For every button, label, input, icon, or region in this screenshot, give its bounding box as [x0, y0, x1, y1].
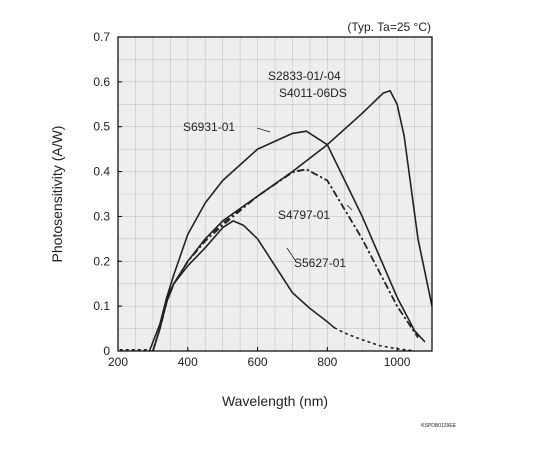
grid: [118, 37, 432, 351]
series-label-s6931-01: S6931-01: [183, 120, 235, 134]
plot-frame: [117, 36, 433, 352]
series-label-s5627-01: S5627-01: [294, 256, 346, 270]
y-tick-label: 0.7: [93, 30, 110, 44]
series-line-s4011-06ds: [152, 168, 419, 352]
x-tick-labels: 200 400 600 800 1000: [108, 347, 411, 369]
y-tick-label: 0.5: [93, 120, 110, 134]
y-tick-label: 0.6: [93, 75, 110, 89]
series-group: [119, 90, 433, 352]
y-tick-label: 0.2: [93, 254, 110, 268]
y-tick-label: 0.1: [93, 299, 110, 313]
x-axis-label: Wavelength (nm): [222, 393, 328, 409]
x-tick-label: 200: [108, 355, 128, 369]
condition-note: (Typ. Ta=25 °C): [347, 20, 431, 34]
x-tick-label: 600: [248, 355, 268, 369]
x-tick-label: 400: [178, 355, 198, 369]
figure-code: KSPDB0129EE: [421, 423, 456, 429]
y-axis-label: Photosensitivity (A/W): [49, 126, 65, 263]
y-tick-label: 0: [103, 344, 110, 358]
series-line-s4797-01: [152, 168, 419, 352]
series-label-s4797-01: S4797-01: [278, 208, 330, 222]
label-leader-line: [256, 127, 271, 133]
y-tick-label: 0.3: [93, 209, 110, 223]
label-leader-line: [346, 204, 353, 211]
series-line-s5627-01: [148, 220, 335, 352]
series-line-s6931-01: [152, 130, 426, 352]
x-tick-label: 1000: [384, 355, 411, 369]
x-tick-label: 800: [317, 355, 337, 369]
series-label-s4011-06ds: S4011-06DS: [279, 86, 347, 100]
label-leader-line: [286, 247, 296, 261]
series-labels: S2833-01/-04 S4011-06DS S6931-01 S4797-01 S5…: [183, 69, 353, 270]
series-label-s2833-01-04: S2833-01/-04: [268, 69, 341, 83]
y-tick-label: 0.4: [93, 165, 110, 179]
y-tick-labels: 0 0.1 0.2 0.3 0.4 0.5 0.6 0.7: [93, 30, 122, 358]
